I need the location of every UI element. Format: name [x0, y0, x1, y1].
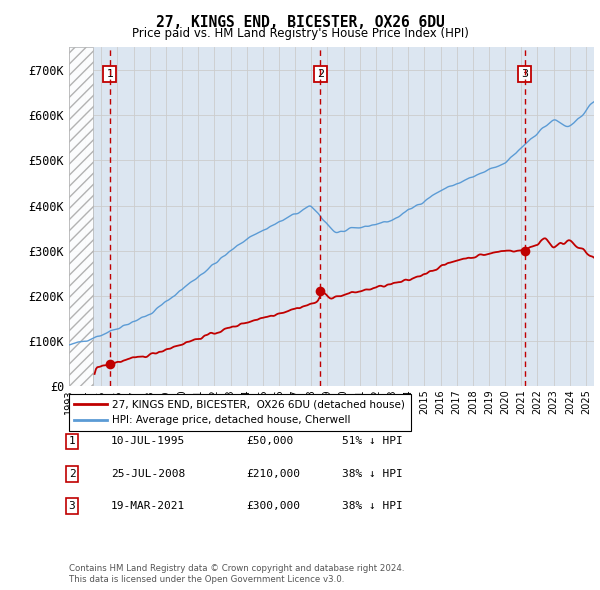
Text: HPI: Average price, detached house, Cherwell: HPI: Average price, detached house, Cher… — [112, 415, 350, 425]
Text: 3: 3 — [68, 502, 76, 511]
Text: 51% ↓ HPI: 51% ↓ HPI — [342, 437, 403, 446]
Text: £210,000: £210,000 — [246, 469, 300, 478]
Text: Contains HM Land Registry data © Crown copyright and database right 2024.: Contains HM Land Registry data © Crown c… — [69, 565, 404, 573]
Bar — [69, 47, 93, 386]
Text: Price paid vs. HM Land Registry's House Price Index (HPI): Price paid vs. HM Land Registry's House … — [131, 27, 469, 40]
Text: 25-JUL-2008: 25-JUL-2008 — [111, 469, 185, 478]
Text: 3: 3 — [521, 70, 529, 79]
Text: 1: 1 — [68, 437, 76, 446]
Text: 2: 2 — [317, 70, 324, 79]
Text: 38% ↓ HPI: 38% ↓ HPI — [342, 469, 403, 478]
Text: 10-JUL-1995: 10-JUL-1995 — [111, 437, 185, 446]
Text: 1: 1 — [106, 70, 113, 79]
Text: 2: 2 — [68, 469, 76, 478]
Text: 27, KINGS END, BICESTER, OX26 6DU: 27, KINGS END, BICESTER, OX26 6DU — [155, 15, 445, 30]
Text: £50,000: £50,000 — [246, 437, 293, 446]
Text: £300,000: £300,000 — [246, 502, 300, 511]
Text: 19-MAR-2021: 19-MAR-2021 — [111, 502, 185, 511]
Text: 27, KINGS END, BICESTER,  OX26 6DU (detached house): 27, KINGS END, BICESTER, OX26 6DU (detac… — [112, 399, 404, 409]
Text: This data is licensed under the Open Government Licence v3.0.: This data is licensed under the Open Gov… — [69, 575, 344, 584]
Text: 38% ↓ HPI: 38% ↓ HPI — [342, 502, 403, 511]
